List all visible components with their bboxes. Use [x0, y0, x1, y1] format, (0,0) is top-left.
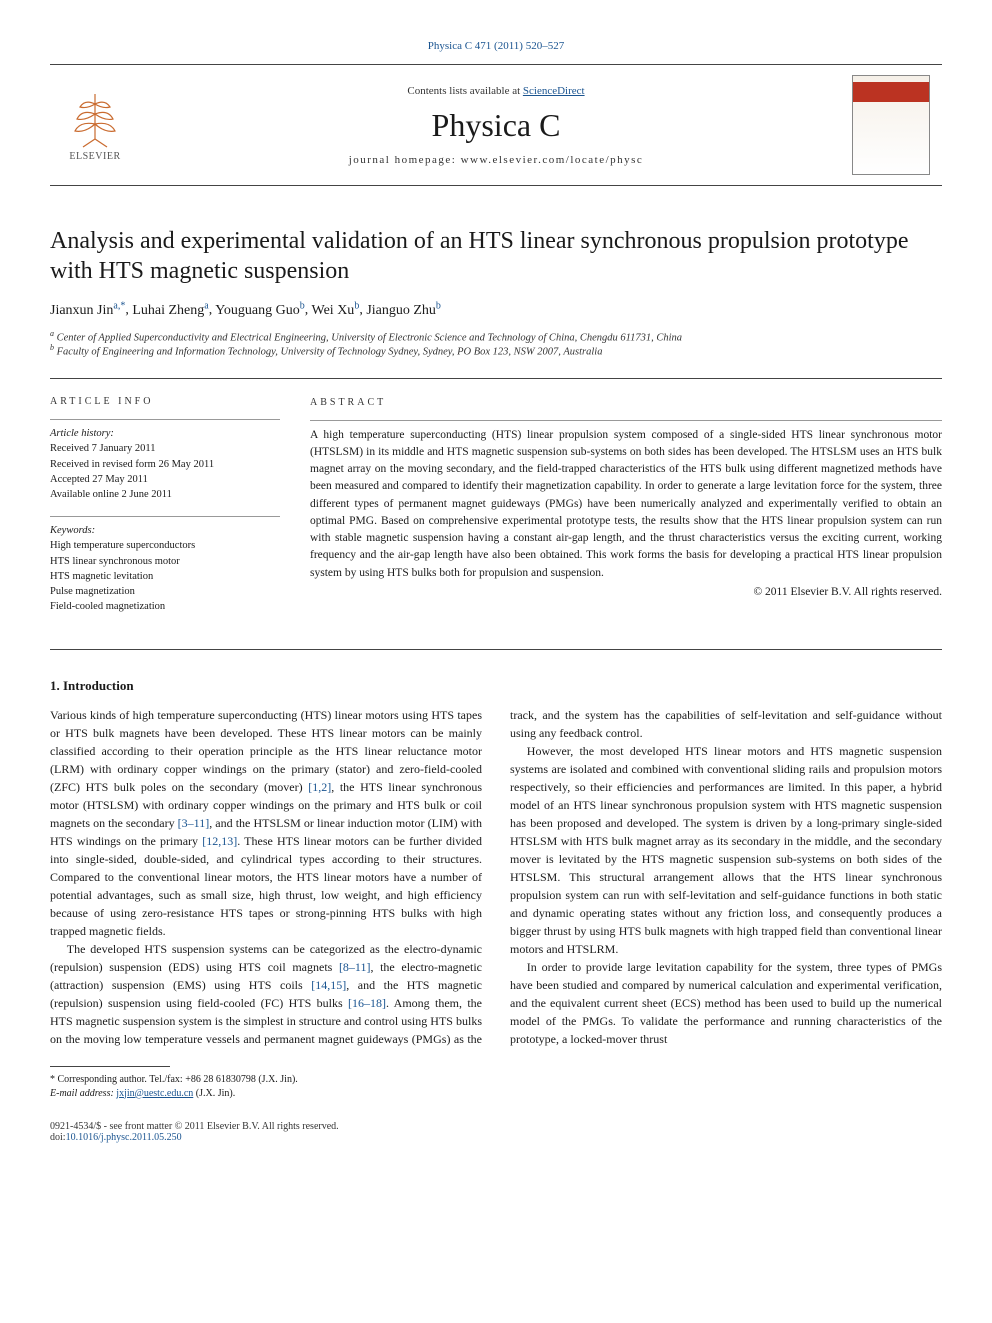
accepted-date: Accepted 27 May 2011	[50, 472, 280, 487]
citation-header: Physica C 471 (2011) 520–527	[50, 40, 942, 52]
homepage-url: www.elsevier.com/locate/physc	[461, 154, 644, 166]
affiliation-a: a Center of Applied Superconductivity an…	[50, 329, 942, 344]
journal-cover-block	[852, 75, 942, 175]
abstract-heading: ABSTRACT	[310, 395, 942, 410]
article-history-block: Article history: Received 7 January 2011…	[50, 419, 280, 502]
abstract-text: A high temperature superconducting (HTS)…	[310, 429, 942, 579]
footer-copyright: 0921-4534/$ - see front matter © 2011 El…	[50, 1121, 942, 1143]
keyword-1: High temperature superconductors	[50, 538, 280, 553]
body-p1: Various kinds of high temperature superc…	[50, 706, 482, 940]
keywords-label: Keywords:	[50, 523, 280, 538]
history-label: Article history:	[50, 426, 280, 441]
contents-prefix: Contents lists available at	[407, 85, 520, 97]
journal-name: Physica C	[140, 107, 852, 144]
footnote-rule	[50, 1066, 170, 1067]
affiliations: a Center of Applied Superconductivity an…	[50, 329, 942, 358]
keyword-4: Pulse magnetization	[50, 584, 280, 599]
received-date: Received 7 January 2011	[50, 441, 280, 456]
masthead: ELSEVIER Contents lists available at Sci…	[50, 64, 942, 186]
affiliation-b: b Faculty of Engineering and Information…	[50, 343, 942, 358]
doi-line: doi:10.1016/j.physc.2011.05.250	[50, 1132, 942, 1143]
abstract-copyright: © 2011 Elsevier B.V. All rights reserved…	[310, 584, 942, 601]
revised-date: Received in revised form 26 May 2011	[50, 457, 280, 472]
keyword-3: HTS magnetic levitation	[50, 569, 280, 584]
info-abstract-row: ARTICLE INFO Article history: Received 7…	[50, 378, 942, 650]
email-footnote: E-mail address: jxjin@uestc.edu.cn (J.X.…	[50, 1087, 942, 1101]
author-4: Wei Xub	[312, 303, 360, 318]
sciencedirect-link[interactable]: ScienceDirect	[523, 85, 585, 97]
publisher-logo-block: ELSEVIER	[50, 89, 140, 162]
section-1-heading: 1. Introduction	[50, 678, 942, 694]
email-suffix: (J.X. Jin).	[196, 1088, 235, 1099]
article-info-heading: ARTICLE INFO	[50, 395, 280, 410]
journal-homepage-line: journal homepage: www.elsevier.com/locat…	[140, 154, 852, 166]
corresponding-email-link[interactable]: jxjin@uestc.edu.cn	[116, 1088, 193, 1099]
publisher-name: ELSEVIER	[69, 151, 120, 162]
authors-line: Jianxun Jina,*, Luhai Zhenga, Youguang G…	[50, 300, 942, 319]
homepage-prefix: journal homepage:	[349, 154, 457, 166]
article-info-column: ARTICLE INFO Article history: Received 7…	[50, 395, 280, 629]
keyword-5: Field-cooled magnetization	[50, 599, 280, 614]
article-title: Analysis and experimental validation of …	[50, 226, 942, 286]
author-2: Luhai Zhenga	[132, 303, 208, 318]
issn-line: 0921-4534/$ - see front matter © 2011 El…	[50, 1121, 942, 1132]
author-3: Youguang Guob	[215, 303, 305, 318]
body-p4: In order to provide large levitation cap…	[510, 958, 942, 1048]
body-p3: However, the most developed HTS linear m…	[510, 742, 942, 958]
corresponding-footnote: * Corresponding author. Tel./fax: +86 28…	[50, 1073, 942, 1087]
doi-link[interactable]: 10.1016/j.physc.2011.05.250	[66, 1132, 182, 1143]
body-text: Various kinds of high temperature superc…	[50, 706, 942, 1048]
online-date: Available online 2 June 2011	[50, 487, 280, 502]
email-label: E-mail address:	[50, 1088, 114, 1099]
contents-available-line: Contents lists available at ScienceDirec…	[140, 85, 852, 97]
keyword-2: HTS linear synchronous motor	[50, 554, 280, 569]
author-1: Jianxun Jina,*	[50, 303, 125, 318]
abstract-column: ABSTRACT A high temperature superconduct…	[310, 395, 942, 629]
keywords-block: Keywords: High temperature superconducto…	[50, 516, 280, 614]
masthead-center: Contents lists available at ScienceDirec…	[140, 85, 852, 166]
journal-cover-icon	[852, 75, 930, 175]
author-5: Jianguo Zhub	[366, 303, 441, 318]
elsevier-tree-icon	[65, 89, 125, 149]
